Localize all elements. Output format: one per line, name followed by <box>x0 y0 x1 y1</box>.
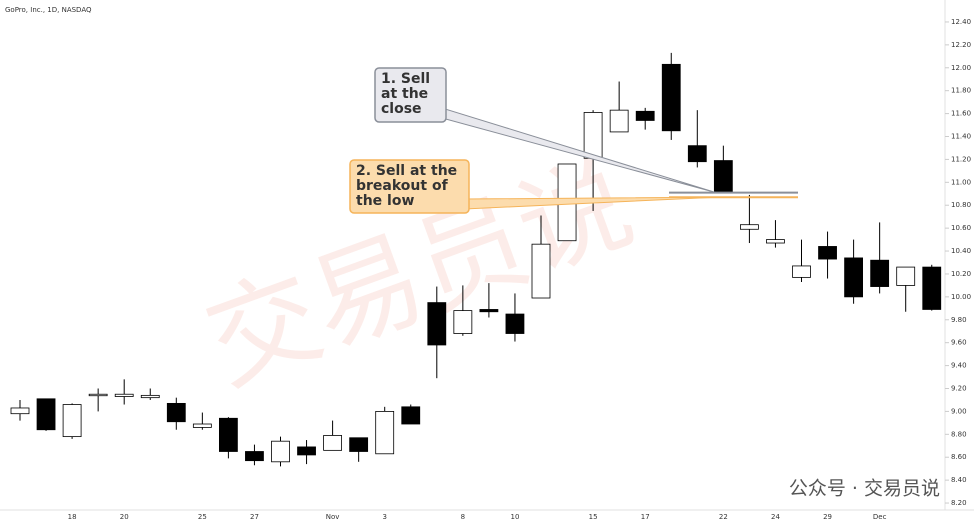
callout-text: the low <box>356 193 414 209</box>
candle-body <box>36 398 56 431</box>
candle-body <box>62 404 82 438</box>
candle-body <box>375 411 395 455</box>
y-tick-label: 10.60 <box>951 224 971 232</box>
candle-body <box>427 302 447 346</box>
callout-box <box>349 159 470 214</box>
candle-body <box>245 451 264 462</box>
candle-body <box>687 145 707 163</box>
candle-body <box>792 265 811 278</box>
candle-body <box>766 239 785 244</box>
candle-body <box>10 407 30 415</box>
y-tick-label: 9.80 <box>951 316 967 324</box>
candle-body <box>635 110 655 121</box>
y-tick-label: 11.60 <box>951 110 971 118</box>
x-tick-label: 3 <box>382 513 386 521</box>
callout-text: close <box>381 101 422 117</box>
callout-text: at the <box>381 86 428 102</box>
candle-body <box>896 266 916 286</box>
y-tick-label: 9.60 <box>951 339 967 347</box>
y-tick-label: 9.40 <box>951 362 967 370</box>
callout-text: 1. Sell <box>381 71 430 87</box>
candle-body <box>713 160 733 194</box>
callout-text: breakout of <box>356 178 449 194</box>
x-tick-label: 15 <box>589 513 598 521</box>
candle-body <box>140 394 160 399</box>
candle-body <box>922 266 942 310</box>
callout-text: 2. Sell at the <box>356 163 457 179</box>
candle-body <box>531 243 551 299</box>
candle-body <box>401 406 421 425</box>
candle-body <box>870 259 890 287</box>
y-tick-label: 8.80 <box>951 430 967 438</box>
candle-body <box>740 224 759 230</box>
y-tick-label: 11.20 <box>951 155 971 163</box>
x-tick-label: 17 <box>641 513 650 521</box>
y-tick-label: 11.40 <box>951 133 971 141</box>
candle-body <box>661 63 681 132</box>
candle-body <box>297 446 316 456</box>
y-tick-label: 12.00 <box>951 64 971 72</box>
candle-body <box>166 402 186 423</box>
y-tick-label: 12.20 <box>951 41 971 49</box>
x-tick-label: 18 <box>68 513 77 521</box>
y-tick-label: 9.20 <box>951 385 967 393</box>
y-tick-label: 10.80 <box>951 201 971 209</box>
x-tick-label: 24 <box>771 513 780 521</box>
candle-body <box>453 310 473 334</box>
candle-body <box>218 417 238 452</box>
y-tick-label: 11.00 <box>951 178 971 186</box>
y-tick-label: 8.60 <box>951 453 967 461</box>
y-tick-label: 10.20 <box>951 270 971 278</box>
x-tick-label: 10 <box>510 513 519 521</box>
candle-body <box>88 393 108 397</box>
watermark: 公众号 · 交易员说 <box>789 478 940 500</box>
candle-body <box>192 423 212 428</box>
y-tick-label: 9.00 <box>951 407 967 415</box>
x-tick-label: 8 <box>461 513 465 521</box>
candle-body <box>505 313 525 334</box>
candle-body <box>583 112 603 159</box>
candle-body <box>323 435 343 451</box>
callout-box <box>374 67 447 123</box>
candle-body <box>609 109 629 133</box>
candle-body <box>349 437 369 452</box>
candle-body <box>114 393 134 397</box>
y-tick-label: 8.20 <box>951 499 967 507</box>
candle-body <box>844 257 863 298</box>
y-tick-label: 10.40 <box>951 247 971 255</box>
y-tick-label: 11.80 <box>951 87 971 95</box>
x-tick-label: 29 <box>823 513 832 521</box>
y-tick-label: 10.00 <box>951 293 971 301</box>
y-tick-label: 12.40 <box>951 18 971 26</box>
candle-body <box>271 440 290 463</box>
x-tick-label: Dec <box>873 513 887 521</box>
x-tick-label: 20 <box>120 513 129 521</box>
x-tick-label: Nov <box>326 513 340 521</box>
x-tick-label: 22 <box>719 513 728 521</box>
x-tick-label: 27 <box>250 513 259 521</box>
candle-body <box>479 309 499 313</box>
candle-body <box>818 246 837 260</box>
y-tick-label: 8.40 <box>951 476 967 484</box>
chart-title: GoPro, Inc., 1D, NASDAQ <box>5 6 92 14</box>
x-tick-label: 25 <box>198 513 207 521</box>
